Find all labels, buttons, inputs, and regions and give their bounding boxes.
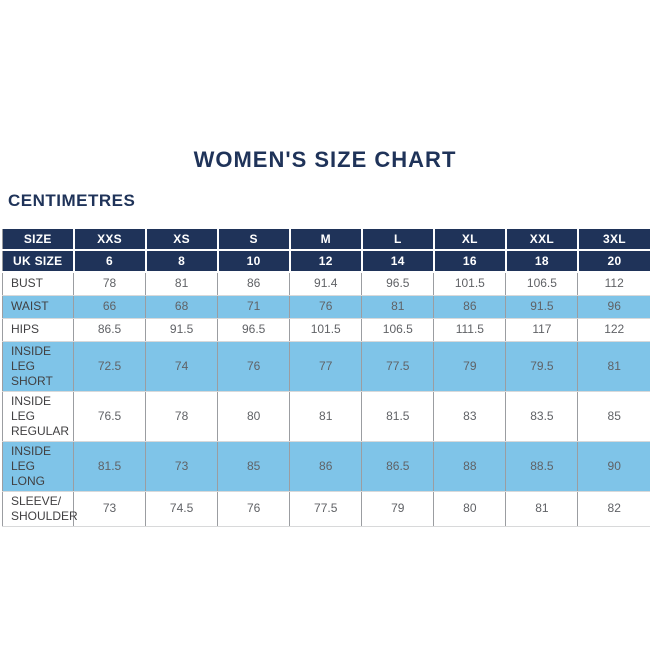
size-value-cell: 85 [577, 391, 650, 442]
header-size-cell: 10 [216, 249, 291, 273]
header-size-cell: M [288, 227, 363, 251]
header-size-cell: XXS [72, 227, 147, 251]
size-value-cell: 86 [433, 295, 506, 319]
size-value-cell: 66 [72, 295, 146, 319]
size-value-cell: 86 [289, 441, 362, 492]
header-size-cell: 6 [72, 249, 147, 273]
size-value-cell: 81 [361, 295, 434, 319]
size-value-cell: 106.5 [361, 318, 434, 342]
unit-label: CENTIMETRES [8, 191, 136, 210]
size-value-cell: 86 [217, 272, 290, 296]
size-value-cell: 83.5 [505, 391, 578, 442]
size-value-cell: 83 [433, 391, 506, 442]
size-value-cell: 68 [145, 295, 218, 319]
size-value-cell: 79 [433, 341, 506, 392]
page-title: WOMEN'S SIZE CHART [193, 147, 457, 172]
size-value-cell: 79.5 [505, 341, 578, 392]
size-value-cell: 81 [505, 491, 578, 527]
size-value-cell: 82 [577, 491, 650, 527]
size-value-cell: 101.5 [433, 272, 506, 296]
header-size-cell: XXL [504, 227, 579, 251]
size-value-cell: 81 [145, 272, 218, 296]
size-value-cell: 96 [577, 295, 650, 319]
size-header-row: UK SIZE 6 8 10 12 14 16 18 20 [2, 249, 650, 273]
size-value-cell: 86.5 [361, 441, 434, 492]
header-size-cell: 20 [576, 249, 650, 273]
row-label: HIPS [2, 318, 74, 342]
row-label: WAIST [2, 295, 74, 319]
size-value-cell: 106.5 [505, 272, 578, 296]
table-row: WAIST 66 68 71 76 81 86 91.5 96 [2, 295, 650, 319]
size-chart-table: SIZE XXS XS S M L XL XXL 3XL UK SIZE 6 8 10 12 14 16 18 2… [2, 227, 650, 527]
size-value-cell: 81 [289, 391, 362, 442]
size-value-cell: 91.5 [505, 295, 578, 319]
row-label: SLEEVE/ SHOULDER [2, 491, 78, 527]
size-value-cell: 80 [217, 391, 290, 442]
size-value-cell: 74 [145, 341, 218, 392]
header-size-cell: S [216, 227, 291, 251]
size-value-cell: 76 [217, 491, 290, 527]
size-value-cell: 73 [72, 491, 146, 527]
size-header-row: SIZE XXS XS S M L XL XXL 3XL [2, 227, 650, 251]
table-row: BUST 78 81 86 91.4 96.5 101.5 106.5 112 [2, 272, 650, 296]
size-value-cell: 77.5 [289, 491, 362, 527]
table-row: SLEEVE/ SHOULDER 73 74.5 76 77.5 79 80 81 82 [2, 491, 650, 527]
size-value-cell: 122 [577, 318, 650, 342]
header-size-cell: 3XL [576, 227, 650, 251]
size-value-cell: 78 [145, 391, 218, 442]
size-value-cell: 85 [217, 441, 290, 492]
size-value-cell: 79 [361, 491, 434, 527]
size-value-cell: 81.5 [361, 391, 434, 442]
header-size-cell: XS [144, 227, 219, 251]
header-size-cell: 16 [432, 249, 507, 273]
table-row: INSIDE LEG SHORT 72.5 74 76 77 77.5 79 79.5 81 [2, 341, 650, 392]
size-value-cell: 90 [577, 441, 650, 492]
size-value-cell: 96.5 [361, 272, 434, 296]
header-size-cell: 18 [504, 249, 579, 273]
row-label: INSIDE LEG SHORT [2, 341, 74, 392]
size-value-cell: 91.5 [145, 318, 218, 342]
size-value-cell: 112 [577, 272, 650, 296]
size-value-cell: 77.5 [361, 341, 434, 392]
size-value-cell: 80 [433, 491, 506, 527]
size-value-cell: 77 [289, 341, 362, 392]
header-row-label: SIZE [2, 227, 75, 251]
size-value-cell: 71 [217, 295, 290, 319]
size-value-cell: 81 [577, 341, 650, 392]
size-value-cell: 88 [433, 441, 506, 492]
row-label: BUST [2, 272, 74, 296]
size-value-cell: 73 [145, 441, 218, 492]
header-size-cell: 12 [288, 249, 363, 273]
header-size-cell: 14 [360, 249, 435, 273]
size-value-cell: 96.5 [217, 318, 290, 342]
size-value-cell: 78 [72, 272, 146, 296]
table-row: HIPS 86.5 91.5 96.5 101.5 106.5 111.5 117 122 [2, 318, 650, 342]
size-value-cell: 101.5 [289, 318, 362, 342]
size-value-cell: 74.5 [145, 491, 218, 527]
size-value-cell: 76 [217, 341, 290, 392]
size-value-cell: 72.5 [72, 341, 146, 392]
size-value-cell: 76.5 [72, 391, 146, 442]
header-size-cell: L [360, 227, 435, 251]
size-value-cell: 88.5 [505, 441, 578, 492]
size-value-cell: 117 [505, 318, 578, 342]
header-row-label: UK SIZE [2, 249, 75, 273]
table-row: INSIDE LEG REGULAR 76.5 78 80 81 81.5 83 83.5 85 [2, 391, 650, 442]
size-value-cell: 86.5 [72, 318, 146, 342]
size-value-cell: 111.5 [433, 318, 506, 342]
row-label: INSIDE LEG LONG [2, 441, 74, 492]
header-size-cell: 8 [144, 249, 219, 273]
header-size-cell: XL [432, 227, 507, 251]
size-value-cell: 91.4 [289, 272, 362, 296]
table-row: INSIDE LEG LONG 81.5 73 85 86 86.5 88 88.5 90 [2, 441, 650, 492]
row-label: INSIDE LEG REGULAR [2, 391, 74, 442]
size-value-cell: 76 [289, 295, 362, 319]
size-value-cell: 81.5 [72, 441, 146, 492]
